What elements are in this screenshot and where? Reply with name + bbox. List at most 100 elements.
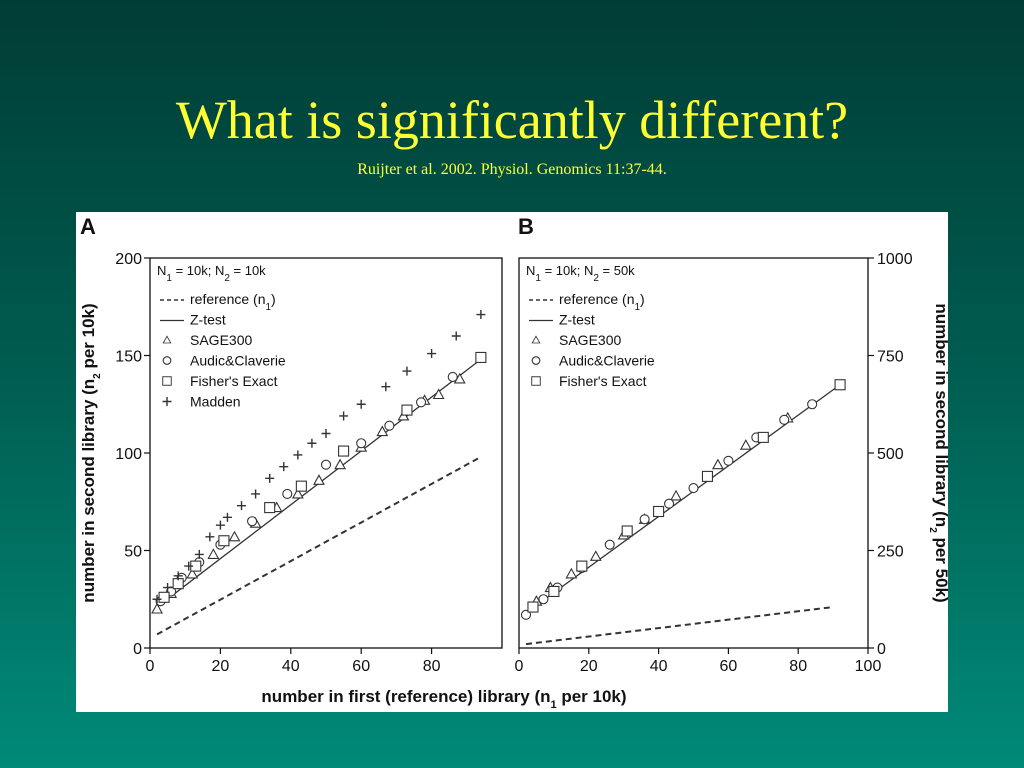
data-point-circle bbox=[282, 488, 293, 500]
data-point-plus bbox=[356, 399, 366, 409]
data-point-square bbox=[757, 431, 769, 443]
data-point-plus bbox=[152, 594, 162, 604]
data-point-plus bbox=[163, 583, 173, 593]
data-point-plus bbox=[184, 561, 194, 571]
figure-panel: A 0 20 40 60 80 0 50 100 150 200 number in second l… bbox=[76, 212, 948, 712]
data-point-plus bbox=[451, 331, 461, 341]
y-tick-label: 100 bbox=[115, 446, 142, 463]
legend-entry: reference (n1) bbox=[190, 291, 276, 313]
data-point-triangle bbox=[313, 474, 325, 485]
y-axis-label: number in second library (n2 per 50k) bbox=[928, 303, 949, 602]
y-tick-label: 750 bbox=[877, 349, 904, 366]
data-point-circle bbox=[356, 438, 367, 449]
y-axis-label: number in second library (n2 per 10k) bbox=[79, 303, 103, 602]
data-point-square bbox=[338, 445, 350, 457]
data-point-plus bbox=[251, 489, 261, 499]
data-point-triangle bbox=[432, 388, 445, 400]
data-point-plus bbox=[476, 310, 486, 320]
data-point-triangle bbox=[291, 487, 304, 499]
y-tick-label: 1000 bbox=[877, 251, 913, 268]
legend-swatch-plus bbox=[162, 397, 172, 406]
data-point-circle bbox=[247, 516, 258, 527]
data-point-circle bbox=[604, 539, 615, 550]
data-point-plus bbox=[307, 438, 317, 448]
data-point-triangle bbox=[151, 602, 163, 614]
data-point-plus bbox=[205, 532, 215, 542]
data-point-plus bbox=[173, 571, 183, 581]
x-tick-label: 100 bbox=[855, 658, 882, 675]
y-tick-label: 0 bbox=[877, 641, 886, 658]
z-test-line bbox=[525, 384, 841, 614]
panel-label: A bbox=[80, 214, 96, 239]
data-point-triangle bbox=[186, 567, 199, 579]
data-point-square bbox=[527, 601, 539, 613]
x-tick-label: 20 bbox=[580, 658, 598, 675]
data-point-plus bbox=[427, 349, 437, 359]
data-point-circle bbox=[384, 420, 395, 431]
data-point-plus bbox=[215, 520, 225, 530]
data-point-plus bbox=[279, 462, 289, 472]
data-point-square bbox=[401, 404, 413, 416]
reference-line bbox=[525, 606, 834, 646]
data-point-square bbox=[218, 535, 230, 547]
data-point-square bbox=[576, 560, 588, 572]
panel-a: A 0 20 40 60 80 0 50 100 150 200 number in second l… bbox=[79, 214, 503, 675]
x-tick-label: 80 bbox=[789, 658, 807, 675]
legend-entry: Madden bbox=[190, 394, 241, 410]
data-point-circle bbox=[320, 459, 332, 470]
legend-entry: reference (n1) bbox=[559, 291, 645, 313]
data-point-triangle bbox=[670, 489, 682, 501]
data-point-triangle bbox=[376, 425, 389, 437]
y-tick-label: 200 bbox=[115, 251, 142, 268]
legend-swatch-circle bbox=[531, 356, 541, 365]
data-point-square bbox=[701, 470, 714, 482]
data-point-circle bbox=[779, 414, 790, 425]
y-tick-label: 150 bbox=[115, 349, 142, 366]
data-point-square bbox=[158, 591, 170, 603]
data-point-circle bbox=[520, 609, 532, 620]
legend-swatch-triangle bbox=[162, 335, 172, 344]
data-point-triangle bbox=[589, 550, 602, 561]
x-tick-label: 80 bbox=[423, 658, 441, 675]
data-point-square bbox=[264, 502, 276, 514]
data-point-circle bbox=[639, 514, 650, 525]
figure-svg: A 0 20 40 60 80 0 50 100 150 200 number in second l… bbox=[79, 214, 948, 711]
y-tick-label: 50 bbox=[124, 544, 142, 561]
legend-swatch-square bbox=[531, 376, 541, 386]
sample-size-annotation: N1 = 10k; N2 = 50k bbox=[526, 263, 635, 284]
slide-subtitle: Ruijter et al. 2002. Physiol. Genomics 1… bbox=[357, 161, 667, 178]
x-tick-label: 60 bbox=[720, 658, 738, 675]
shared-x-axis-label: number in first (reference) library (n1 … bbox=[261, 687, 626, 711]
data-point-square bbox=[653, 505, 665, 518]
data-point-circle bbox=[447, 371, 458, 382]
data-point-plus bbox=[321, 429, 331, 438]
legend-entry: Fisher's Exact bbox=[190, 373, 278, 389]
x-tick-label: 40 bbox=[282, 658, 300, 675]
x-tick-label: 20 bbox=[212, 658, 230, 675]
data-point-square bbox=[621, 525, 633, 537]
legend-swatch-circle bbox=[162, 356, 172, 365]
legend-entry: Z-test bbox=[190, 312, 226, 328]
y-tick-label: 0 bbox=[133, 641, 142, 658]
data-point-square bbox=[475, 351, 487, 363]
data-point-plus bbox=[381, 382, 391, 392]
sample-size-annotation: N1 = 10k; N2 = 10k bbox=[157, 263, 266, 284]
y-tick-label: 500 bbox=[877, 446, 904, 463]
data-point-square bbox=[548, 585, 560, 598]
reference-line bbox=[156, 456, 482, 636]
data-point-circle bbox=[415, 397, 427, 408]
data-point-triangle bbox=[228, 530, 241, 542]
data-point-circle bbox=[807, 399, 818, 410]
data-point-square bbox=[295, 480, 307, 492]
legend-entry: Z-test bbox=[559, 312, 595, 328]
legend-entry: Fisher's Exact bbox=[559, 373, 647, 389]
data-point-plus bbox=[339, 411, 349, 421]
data-point-plus bbox=[293, 450, 303, 460]
legend-entry: SAGE300 bbox=[559, 332, 621, 348]
data-point-circle bbox=[688, 483, 699, 494]
data-point-plus bbox=[194, 549, 204, 559]
x-tick-label: 60 bbox=[352, 658, 370, 675]
data-point-triangle bbox=[334, 458, 347, 470]
legend-swatch-triangle bbox=[531, 335, 541, 344]
